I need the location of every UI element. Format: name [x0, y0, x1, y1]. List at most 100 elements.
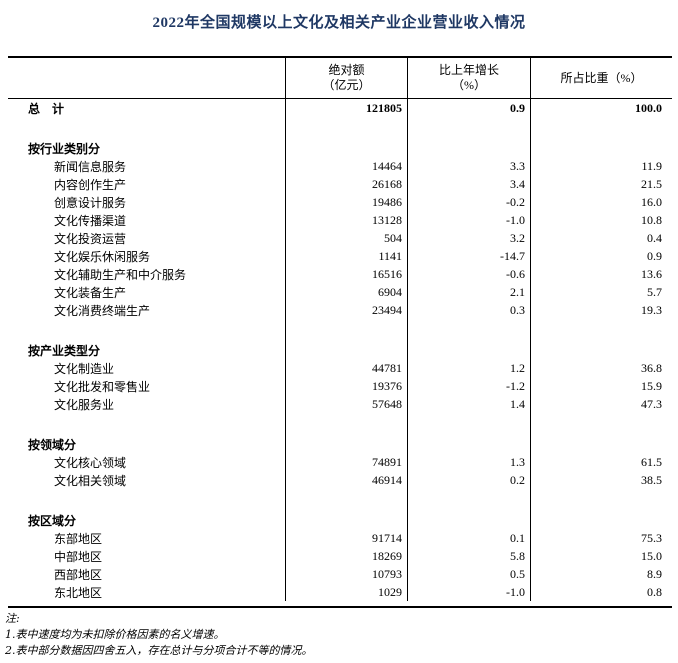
table-row: 文化辅助生产和中介服务 16516 -0.6 13.6: [8, 265, 672, 283]
cell-absolute: 1029: [285, 583, 407, 601]
cell-share: 0.9: [530, 247, 672, 265]
revenue-table: 绝对额 （亿元） 比上年增长 （%） 所占比重（%） 总 计 121805 0.9 1…: [8, 56, 672, 608]
row-label: 文化传播渠道: [54, 213, 127, 228]
cell-growth: [407, 139, 530, 157]
row-label: 文化消费终端生产: [54, 303, 151, 318]
table-row: 西部地区 10793 0.5 8.9: [8, 565, 672, 583]
cell-growth: [407, 511, 530, 529]
cell-growth: -14.7: [407, 247, 530, 265]
cell-absolute: 46914: [285, 471, 407, 489]
table-row: 文化核心领域 74891 1.3 61.5: [8, 453, 672, 471]
cell-growth: [407, 117, 530, 139]
table-row: 文化服务业 57648 1.4 47.3: [8, 395, 672, 413]
cell-growth: 2.1: [407, 283, 530, 301]
cell-absolute: [285, 511, 407, 529]
cell-share: 0.8: [530, 583, 672, 601]
table-row: 创意设计服务 19486 -0.2 16.0: [8, 193, 672, 211]
cell-growth: [407, 319, 530, 341]
table-row: 东北地区 1029 -1.0 0.8: [8, 583, 672, 601]
table-row: 文化娱乐休闲服务 1141 -14.7 0.9: [8, 247, 672, 265]
row-label: 文化装备生产: [54, 285, 127, 300]
cell-absolute: [285, 139, 407, 157]
cell-share: 47.3: [530, 395, 672, 413]
row-label: [8, 489, 285, 511]
column-header-absolute-line2: （亿元）: [322, 78, 371, 92]
cell-absolute: 14464: [285, 157, 407, 175]
cell-growth: 0.5: [407, 565, 530, 583]
cell-growth: -1.2: [407, 377, 530, 395]
column-header-absolute-line1: 绝对额: [328, 63, 365, 77]
cell-absolute: [285, 117, 407, 139]
cell-share: 21.5: [530, 175, 672, 193]
cell-absolute: 19376: [285, 377, 407, 395]
row-label: 东部地区: [54, 531, 103, 546]
column-header-growth-line2: （%）: [452, 78, 486, 92]
column-header-share: 所占比重（%）: [530, 58, 672, 98]
cell-absolute: 57648: [285, 395, 407, 413]
cell-share: [530, 139, 672, 157]
row-label: 文化投资运营: [54, 231, 127, 246]
cell-absolute: 74891: [285, 453, 407, 471]
cell-absolute: 18269: [285, 547, 407, 565]
cell-absolute: [285, 341, 407, 359]
table-row: 文化投资运营 504 3.2 0.4: [8, 229, 672, 247]
table-row: 内容创作生产 26168 3.4 21.5: [8, 175, 672, 193]
cell-absolute: 16516: [285, 265, 407, 283]
table-row: 文化制造业 44781 1.2 36.8: [8, 359, 672, 377]
cell-growth: 1.4: [407, 395, 530, 413]
cell-growth: 1.3: [407, 453, 530, 471]
cell-share: 13.6: [530, 265, 672, 283]
cell-growth: 0.9: [407, 99, 530, 117]
cell-absolute: 26168: [285, 175, 407, 193]
cell-absolute: [285, 413, 407, 435]
row-label: 创意设计服务: [54, 195, 127, 210]
cell-share: [530, 117, 672, 139]
table-header-row: 绝对额 （亿元） 比上年增长 （%） 所占比重（%）: [8, 58, 672, 99]
cell-growth: [407, 489, 530, 511]
row-label: 文化服务业: [54, 397, 115, 412]
row-label: 西部地区: [54, 567, 103, 582]
row-label: 按领域分: [28, 437, 77, 452]
notes-label: 注:: [5, 612, 20, 625]
cell-share: 19.3: [530, 301, 672, 319]
table-spacer-row: [8, 489, 672, 511]
table-row: 文化批发和零售业 19376 -1.2 15.9: [8, 377, 672, 395]
cell-absolute: 10793: [285, 565, 407, 583]
table-spacer-row: [8, 413, 672, 435]
row-label: 文化辅助生产和中介服务: [54, 267, 187, 282]
cell-share: 5.7: [530, 283, 672, 301]
cell-absolute: [285, 319, 407, 341]
row-label: 总 计: [28, 101, 65, 116]
cell-absolute: 19486: [285, 193, 407, 211]
cell-growth: 0.1: [407, 529, 530, 547]
cell-growth: 3.2: [407, 229, 530, 247]
cell-absolute: 504: [285, 229, 407, 247]
table-section-row: 按区域分: [8, 511, 672, 529]
cell-absolute: 44781: [285, 359, 407, 377]
note-line-1: 1.表中速度均为未扣除价格因素的名义增速。: [5, 628, 225, 641]
cell-share: 15.0: [530, 547, 672, 565]
cell-growth: 3.3: [407, 157, 530, 175]
cell-absolute: 1141: [285, 247, 407, 265]
cell-growth: 0.3: [407, 301, 530, 319]
row-label: 内容创作生产: [54, 177, 127, 192]
table-spacer-row: [8, 117, 672, 139]
table-body: 总 计 121805 0.9 100.0 按行业类别分 新闻信息服务 14464 3.3 11.…: [8, 99, 672, 606]
cell-absolute: [285, 489, 407, 511]
row-label: 文化核心领域: [54, 455, 127, 470]
row-label: [8, 117, 285, 139]
row-label: 按产业类型分: [28, 343, 101, 358]
notes: 注: 1.表中速度均为未扣除价格因素的名义增速。 2.表中部分数据因四舍五入，存…: [5, 611, 313, 659]
cell-share: [530, 413, 672, 435]
cell-growth: 1.2: [407, 359, 530, 377]
table-row: 中部地区 18269 5.8 15.0: [8, 547, 672, 565]
column-header-share-line1: 所占比重（%）: [560, 70, 643, 85]
header-stub-cell: [8, 58, 285, 98]
cell-share: [530, 341, 672, 359]
column-header-growth: 比上年增长 （%）: [407, 58, 530, 98]
table-section-row: 按产业类型分: [8, 341, 672, 359]
cell-share: 38.5: [530, 471, 672, 489]
row-label: 按区域分: [28, 513, 77, 528]
table-row: 文化相关领域 46914 0.2 38.5: [8, 471, 672, 489]
